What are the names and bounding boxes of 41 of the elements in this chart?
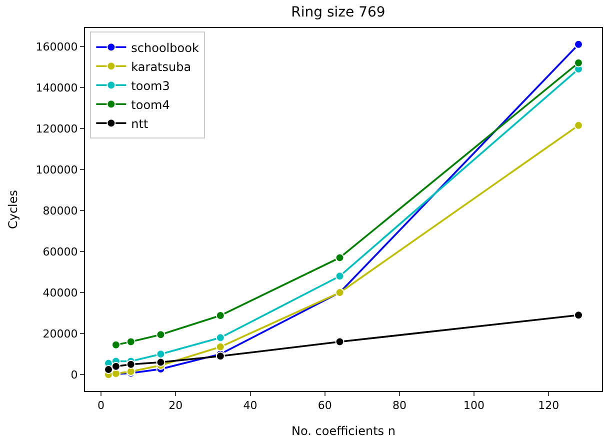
y-tick-label: 140000 (36, 81, 78, 94)
x-tick-label: 120 (538, 399, 560, 412)
point (126, 360, 136, 369)
legend-label: schoolbook (131, 40, 199, 55)
x-tick-label: 20 (168, 399, 183, 412)
y-tick-label: 0 (70, 368, 78, 382)
legend-label: karatsuba (131, 60, 192, 74)
y-tick-label: 100000 (36, 163, 78, 176)
point (156, 358, 166, 367)
point (216, 333, 225, 342)
point (111, 362, 120, 371)
y-axis-title: Cycles (6, 190, 20, 230)
point (574, 310, 583, 320)
x-tick-label: 0 (98, 399, 105, 412)
y-tick-label: 120000 (36, 122, 78, 136)
legend-label: toom3 (131, 78, 170, 93)
point (216, 342, 225, 352)
point (574, 40, 583, 49)
x-tick-label: 40 (243, 399, 258, 412)
y-tick-label: 40000 (42, 286, 78, 300)
x-tick-label: 100 (464, 399, 485, 412)
point (335, 337, 344, 346)
y-tick-label: 160000 (36, 40, 78, 54)
point (104, 364, 113, 374)
y-tick-label: 20000 (42, 327, 78, 340)
point (574, 58, 583, 68)
x-axis-title: No. coefficients n (292, 424, 396, 438)
y-tick-label: 80000 (42, 204, 78, 218)
point (156, 330, 166, 340)
point (574, 120, 583, 130)
x-tick-label: 60 (318, 399, 332, 412)
legend-label: ntt (131, 116, 148, 131)
x-tick-label: 80 (392, 399, 406, 412)
y-tick-label: 60000 (42, 245, 78, 258)
point (111, 340, 120, 350)
point (335, 272, 344, 281)
chart-title: Ring size 769 (291, 4, 386, 21)
point (156, 350, 166, 359)
point (335, 253, 344, 262)
legend-label: toom4 (131, 98, 170, 112)
point (126, 337, 136, 346)
